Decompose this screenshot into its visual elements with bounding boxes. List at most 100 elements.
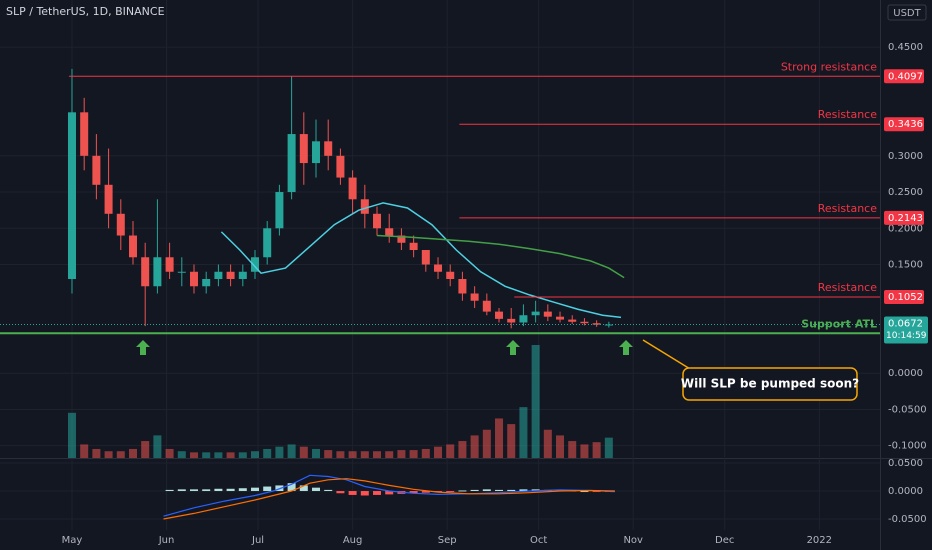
candle-body [104, 184, 113, 214]
x-tick-label: Sep [438, 535, 457, 546]
volume-bar [458, 441, 467, 458]
volume-bar [531, 345, 540, 458]
level-price: 0.2143 [888, 213, 923, 224]
volume-bar [238, 452, 247, 458]
candle-body [507, 318, 516, 323]
volume-bar [104, 451, 113, 458]
volume-bar [409, 450, 418, 458]
x-tick-label: Dec [715, 535, 734, 546]
candle-body [482, 300, 491, 312]
volume-bar [263, 448, 272, 458]
candle-body [556, 316, 565, 320]
candle-body [177, 271, 186, 273]
macd-histogram-bar [238, 488, 247, 492]
volume-bar [189, 452, 198, 458]
volume-bar [421, 448, 430, 458]
macd-histogram-bar [519, 489, 528, 492]
x-tick-label: 2022 [807, 535, 832, 546]
candle-body [141, 257, 150, 287]
volume-bar [580, 444, 589, 458]
volume-bar [556, 435, 565, 458]
volume-bar [360, 451, 369, 458]
volume-bar [202, 452, 211, 458]
candle-body [373, 213, 382, 229]
y-tick-label: 0.0000 [888, 486, 923, 497]
level-label: Resistance [818, 108, 878, 121]
macd-histogram-bar [336, 491, 345, 494]
level-label: Strong resistance [781, 60, 877, 73]
macd-histogram-bar [202, 489, 211, 492]
volume-bar [128, 448, 137, 458]
level-price: 0.3436 [888, 119, 923, 130]
candle-body [568, 319, 577, 322]
chart-title: SLP / TetherUS, 1D, BINANCE [6, 5, 165, 18]
macd-histogram-bar [592, 491, 601, 493]
volume-bar [165, 448, 174, 458]
macd-line [163, 474, 615, 517]
up-arrow [619, 340, 633, 355]
y-tick-label: -0.0500 [888, 514, 927, 525]
y-tick-label: 0.0000 [888, 368, 923, 379]
macd-histogram-bar [214, 488, 223, 492]
candle-body [458, 279, 467, 294]
candle-body [519, 315, 528, 323]
candle-body [348, 177, 357, 200]
macd-histogram-bar [287, 483, 296, 492]
volume-bar [495, 418, 504, 458]
level-price: 0.4097 [888, 71, 923, 82]
candle-body [165, 257, 174, 272]
last-price-box [884, 316, 928, 344]
candle-body [128, 235, 137, 258]
volume-bar [312, 448, 321, 458]
callout-text: Will SLP be pumped soon? [681, 377, 859, 391]
candle-body [92, 155, 101, 185]
x-tick-label: May [62, 535, 83, 546]
volume-bar [373, 451, 382, 458]
last-price: 0.0672 [888, 319, 923, 330]
moving-average [376, 234, 625, 279]
level-label: Resistance [818, 281, 878, 294]
volume-bar [141, 441, 150, 458]
volume-bar [67, 412, 76, 458]
moving-average [220, 202, 622, 319]
candle-body [116, 213, 125, 236]
y-tick-label: 0.0500 [888, 458, 923, 469]
candle-body [397, 235, 406, 243]
volume-bar [336, 451, 345, 458]
level-label: Support ATL [801, 317, 877, 330]
macd-histogram-bar [458, 490, 467, 492]
candle-body [214, 271, 223, 280]
macd-histogram-bar [189, 489, 198, 492]
volume-bar [482, 429, 491, 458]
currency-box [887, 4, 927, 21]
candle-body [312, 141, 321, 164]
macd-histogram-bar [373, 491, 382, 495]
candle-body [543, 311, 552, 317]
volume-bar [397, 450, 406, 458]
volume-bar [324, 450, 333, 458]
candle-body [226, 271, 235, 280]
countdown: 10:14:59 [886, 331, 927, 341]
macd-histogram-bar [421, 491, 430, 493]
level-price-box [884, 289, 924, 304]
volume-bar [92, 448, 101, 458]
volume-bar [385, 451, 394, 458]
candle-body [409, 242, 418, 251]
volume-bar [592, 442, 601, 458]
candle-body [202, 279, 211, 287]
volume-bar [116, 451, 125, 458]
x-tick-label: Jun [158, 535, 175, 546]
macd-histogram-bar [324, 489, 333, 492]
y-tick-label: -0.1000 [888, 441, 927, 452]
candle-body [336, 155, 345, 178]
macd-histogram-bar [165, 489, 174, 492]
level-price-box [884, 210, 924, 225]
candle-body [385, 228, 394, 236]
macd-histogram-bar [312, 487, 321, 492]
x-tick-label: Nov [623, 535, 643, 546]
candle-body [287, 134, 296, 193]
candle-body [446, 271, 455, 280]
candle-body [238, 271, 247, 280]
